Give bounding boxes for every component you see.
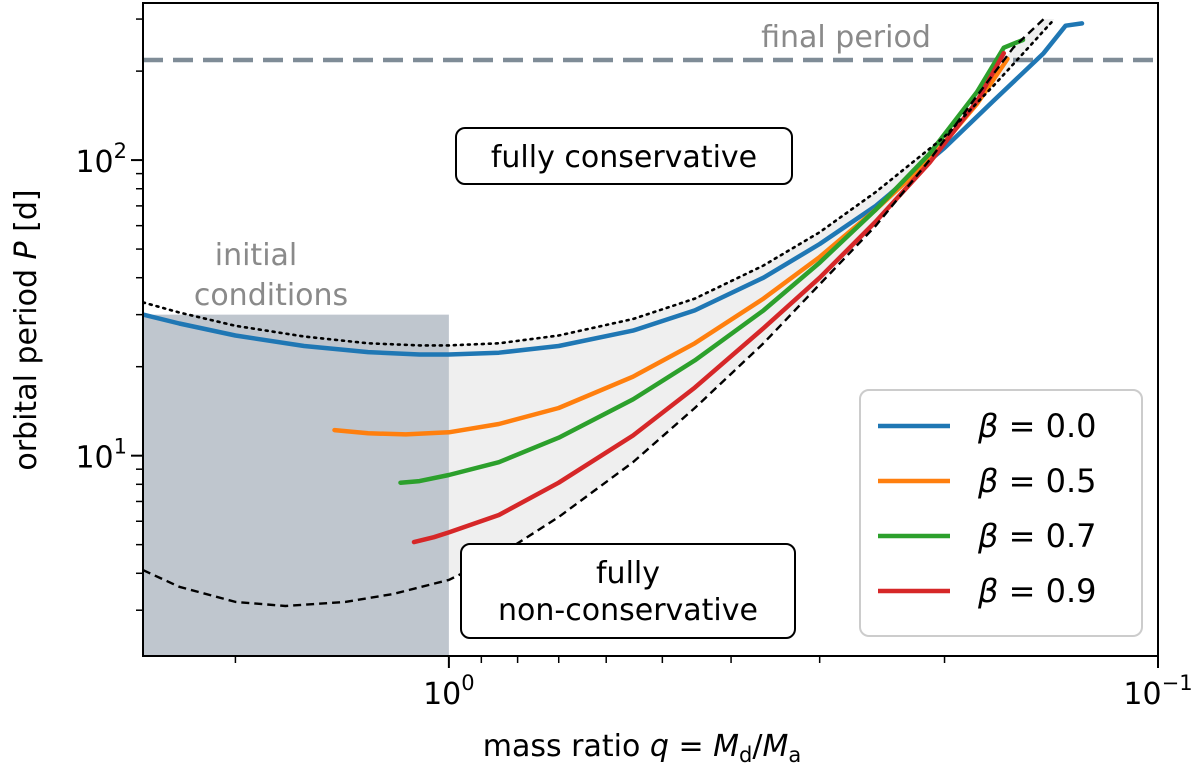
initial-conditions-region xyxy=(143,314,449,656)
legend-label: β = 0.7 xyxy=(977,517,1096,555)
y-tick-label: 101 xyxy=(75,435,127,476)
series-line--0-7 xyxy=(398,37,1026,485)
plot-frame xyxy=(142,2,1159,657)
x-axis-label: mass ratio q = Md/Ma xyxy=(483,729,801,767)
series-layer xyxy=(143,17,1085,608)
nonconservative-annotation-line2: non-conservative xyxy=(498,593,758,628)
legend-box xyxy=(859,389,1143,637)
initial-conditions-label-line2: conditions xyxy=(194,278,348,313)
conservative-annotation-box xyxy=(455,127,793,185)
legend-entries: β = 0.0 β = 0.5 β = 0.7 β = 0.9 xyxy=(878,407,1096,610)
series-line--0-5 xyxy=(332,56,1010,437)
series-line-fully-non-conservative xyxy=(143,18,1045,608)
x-tick-label: 10−1 xyxy=(1123,671,1192,712)
final-period-label: final period xyxy=(761,20,931,55)
legend: β = 0.0 β = 0.5 β = 0.7 β = 0.9 xyxy=(859,389,1143,637)
x-tick-label: 100 xyxy=(423,671,475,712)
y-tick-label: 102 xyxy=(75,139,127,180)
envelope-fill xyxy=(448,19,1055,580)
y-axis-label: orbital period P [d] xyxy=(9,189,44,470)
conservative-annotation-text: fully conservative xyxy=(491,140,757,175)
conservative-annotation: fully conservative xyxy=(455,127,793,185)
plot-area xyxy=(143,17,1158,656)
ticks-layer: 100 10−1 101 102 xyxy=(75,18,1193,712)
series-line--0-9 xyxy=(411,50,1007,545)
legend-label: β = 0.5 xyxy=(977,462,1096,500)
legend-label: β = 0.9 xyxy=(977,572,1096,610)
series-line-fully-conservative xyxy=(143,17,1056,347)
nonconservative-annotation-line1: fully xyxy=(596,556,660,591)
initial-conditions-label-line1: initial xyxy=(215,238,298,273)
legend-label: β = 0.0 xyxy=(977,407,1096,445)
series-line--0-0 xyxy=(143,21,1085,357)
nonconservative-annotation: fully non-conservative xyxy=(460,543,796,639)
nonconservative-annotation-box xyxy=(460,543,796,639)
